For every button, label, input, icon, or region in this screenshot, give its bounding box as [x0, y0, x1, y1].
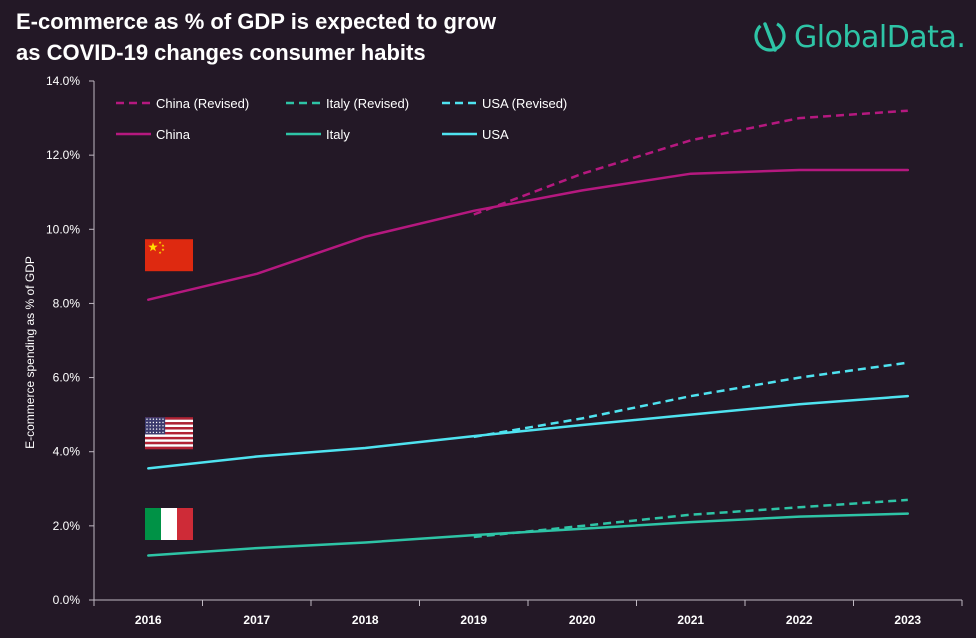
chart-axes: 0.0% 2.0% 4.0% 6.0% 8.0% 10.0% 12.0% 14.0% 2016 2… [46, 74, 963, 627]
x-tick-label: 2018 [352, 613, 379, 627]
series-line-china [147, 168, 910, 301]
x-tick-label: 2023 [894, 613, 921, 627]
chart-title: E-commerce as % of GDP is expected to gr… [16, 6, 496, 68]
y-tick-label: 10.0% [46, 222, 80, 236]
y-tick-label: 4.0% [53, 445, 81, 459]
china-flag-icon [145, 239, 193, 272]
legend-label: Italy (Revised) [326, 96, 409, 111]
y-tick-label: 6.0% [53, 371, 81, 385]
x-tick-label: 2021 [677, 613, 704, 627]
series-line-usa-revised [473, 361, 908, 439]
x-tick-label: 2019 [460, 613, 487, 627]
y-tick-label: 2.0% [53, 519, 81, 533]
y-tick-label: 8.0% [53, 296, 81, 310]
globaldata-logo: GlobalData. [752, 16, 966, 58]
series-line-usa [147, 394, 910, 470]
x-tick-label: 2017 [243, 613, 270, 627]
title-line-1: E-commerce as % of GDP is expected to gr… [16, 9, 497, 34]
title-line-2: as COVID-19 changes consumer habits [16, 40, 426, 65]
x-tick-label: 2020 [569, 613, 596, 627]
chart-series [147, 109, 910, 557]
legend-label: China [156, 127, 191, 142]
series-line-italy [147, 512, 910, 557]
y-tick-label: 0.0% [53, 593, 81, 607]
italy-flag-icon [145, 508, 193, 540]
chart-legend: China (Revised) Italy (Revised) USA (Revis… [116, 96, 567, 142]
legend-label: Italy [326, 127, 350, 142]
y-tick-label: 12.0% [46, 148, 80, 162]
legend-label: China (Revised) [156, 96, 249, 111]
x-tick-label: 2022 [786, 613, 813, 627]
usa-flag-icon [145, 417, 193, 450]
series-line-italy-revised [473, 498, 908, 539]
x-tick-label: 2016 [135, 613, 162, 627]
y-tick-label: 14.0% [46, 74, 80, 88]
logo-text: GlobalData. [794, 19, 966, 55]
globaldata-logo-icon [754, 20, 786, 52]
legend-label: USA [482, 127, 509, 142]
country-flags [145, 239, 193, 540]
legend-label: USA (Revised) [482, 96, 567, 111]
y-axis-label: E-commerce spending as % of GDP [23, 256, 37, 449]
